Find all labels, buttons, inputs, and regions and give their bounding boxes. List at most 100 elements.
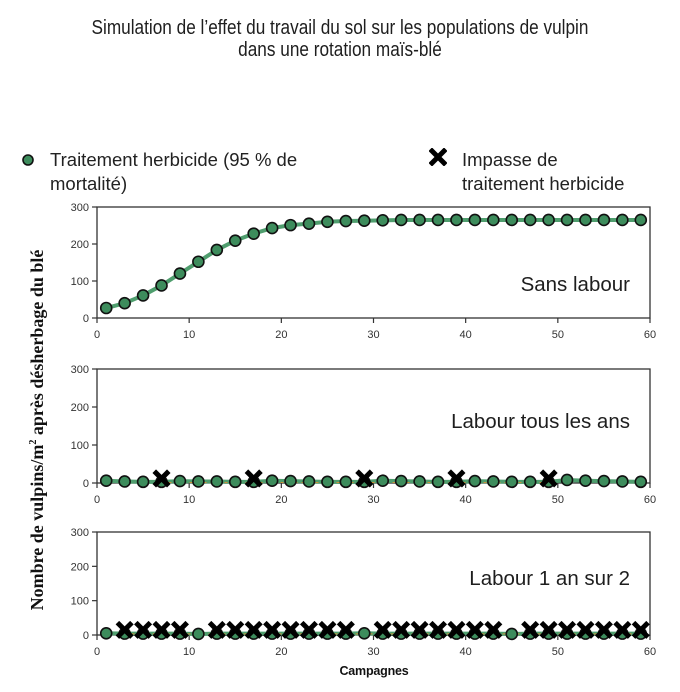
treatment-point-icon bbox=[487, 213, 500, 227]
impasse-cross-icon bbox=[594, 620, 613, 639]
treatment-point-icon bbox=[210, 475, 224, 488]
x-tick-label: 10 bbox=[183, 646, 195, 658]
x-tick-label: 20 bbox=[275, 646, 287, 658]
impasse-cross-icon bbox=[207, 620, 226, 639]
treatment-point-icon bbox=[192, 475, 205, 488]
treatment-point-icon bbox=[192, 255, 205, 269]
impasse-cross-icon bbox=[558, 620, 577, 639]
treatment-point-icon bbox=[247, 227, 260, 240]
impasse-cross-icon bbox=[465, 620, 484, 639]
impasse-cross-icon bbox=[355, 469, 374, 488]
y-tick-label: 0 bbox=[83, 630, 89, 642]
y-tick-label: 100 bbox=[71, 276, 89, 288]
y-tick-label: 100 bbox=[71, 596, 89, 608]
impasse-cross-icon bbox=[631, 620, 650, 639]
chart-panel-3: 0 100 200 300 0 10 20 30 40 50 60 Labour 1 an sur 2 bbox=[71, 527, 656, 658]
impasse-cross-icon bbox=[134, 620, 153, 639]
panel-label: Labour tous les ans bbox=[451, 410, 630, 433]
treatment-point-icon bbox=[339, 475, 353, 489]
treatment-point-icon bbox=[579, 474, 592, 488]
y-tick-label: 100 bbox=[71, 440, 89, 452]
treatment-point-icon bbox=[284, 474, 297, 488]
treatment-point-icon bbox=[505, 627, 519, 641]
impasse-cross-icon bbox=[170, 620, 189, 639]
treatment-point-icon bbox=[376, 214, 390, 227]
treatment-point-icon bbox=[302, 217, 316, 230]
treatment-point-icon bbox=[321, 475, 334, 489]
impasse-cross-icon bbox=[299, 620, 319, 639]
treatment-point-icon bbox=[579, 213, 592, 227]
treatment-point-icon bbox=[505, 475, 519, 489]
x-tick-label: 60 bbox=[644, 494, 656, 506]
impasse-cross-icon bbox=[428, 620, 448, 639]
impasse-cross-icon bbox=[410, 620, 429, 639]
treatment-point-icon bbox=[357, 626, 371, 640]
x-tick-label: 40 bbox=[460, 494, 472, 506]
impasse-cross-icon bbox=[447, 620, 466, 639]
x-tick-label: 0 bbox=[94, 494, 100, 506]
legend-impasse-line-2: traitement herbicide bbox=[462, 173, 625, 194]
treatment-point-icon bbox=[99, 301, 113, 315]
treatment-point-icon bbox=[321, 215, 334, 229]
treatment-point-icon bbox=[523, 475, 537, 489]
impasse-cross-icon bbox=[447, 469, 466, 488]
treatment-point-icon bbox=[192, 627, 205, 641]
impasse-cross-icon bbox=[539, 620, 558, 639]
treatment-point-icon bbox=[616, 475, 629, 488]
x-tick-label: 50 bbox=[552, 329, 564, 341]
y-tick-label: 300 bbox=[71, 364, 89, 376]
impasse-cross-icon bbox=[244, 469, 263, 488]
treatment-point-icon bbox=[505, 213, 519, 227]
x-axis-label: Campagnes bbox=[339, 664, 409, 678]
legend-treatment-line-1: Traitement herbicide (95 % de bbox=[50, 149, 298, 170]
y-tick-label: 300 bbox=[71, 527, 89, 539]
x-tick-label: 20 bbox=[275, 494, 287, 506]
y-tick-label: 0 bbox=[83, 478, 89, 490]
treatment-point-icon bbox=[118, 296, 131, 310]
x-tick-label: 30 bbox=[367, 494, 379, 506]
treatment-point-icon bbox=[634, 475, 648, 489]
y-tick-label: 0 bbox=[83, 313, 89, 325]
x-tick-label: 60 bbox=[644, 329, 656, 341]
chart-title-line-2: dans une rotation maïs-blé bbox=[238, 39, 442, 61]
treatment-point-icon bbox=[542, 213, 555, 227]
treatment-point-icon bbox=[136, 289, 150, 302]
x-tick-label: 10 bbox=[183, 329, 195, 341]
treatment-point-icon bbox=[487, 475, 500, 488]
impasse-cross-icon bbox=[263, 620, 282, 639]
impasse-cross-icon bbox=[152, 620, 171, 639]
x-tick-label: 60 bbox=[644, 646, 656, 658]
x-tick-label: 50 bbox=[552, 494, 564, 506]
impasse-cross-icon bbox=[244, 620, 263, 639]
impasse-cross-icon bbox=[226, 620, 245, 639]
treatment-point-icon bbox=[118, 475, 131, 488]
treatment-point-icon bbox=[413, 475, 426, 488]
treatment-point-icon bbox=[99, 626, 113, 640]
legend-impasse-line-1: Impasse de bbox=[462, 149, 558, 170]
x-tick-label: 0 bbox=[94, 646, 100, 658]
y-tick-label: 300 bbox=[71, 202, 89, 214]
x-tick-label: 40 bbox=[460, 646, 472, 658]
treatment-point-icon bbox=[394, 474, 408, 488]
treatment-point-icon bbox=[560, 213, 574, 227]
treatment-point-icon bbox=[431, 213, 445, 227]
x-tick-label: 20 bbox=[275, 329, 287, 341]
impasse-cross-icon bbox=[539, 469, 558, 488]
treatment-point-icon bbox=[228, 234, 242, 247]
chart-title-line-1: Simulation de l’effet du travail du sol … bbox=[91, 17, 589, 39]
x-tick-label: 50 bbox=[552, 646, 564, 658]
treatment-point-icon bbox=[634, 213, 648, 227]
y-tick-label: 200 bbox=[71, 239, 89, 251]
treatment-point-icon bbox=[616, 213, 629, 227]
treatment-point-icon bbox=[468, 213, 482, 227]
black-cross-marker-icon bbox=[429, 148, 447, 166]
x-tick-label: 0 bbox=[94, 329, 100, 341]
panel-label: Labour 1 an sur 2 bbox=[469, 567, 630, 590]
treatment-point-icon bbox=[173, 267, 187, 280]
impasse-cross-icon bbox=[613, 620, 632, 639]
impasse-cross-icon bbox=[115, 620, 134, 639]
treatment-point-icon bbox=[413, 213, 426, 227]
impasse-cross-icon bbox=[521, 620, 540, 639]
impasse-cross-icon bbox=[576, 620, 595, 639]
impasse-cross-icon bbox=[484, 620, 503, 639]
